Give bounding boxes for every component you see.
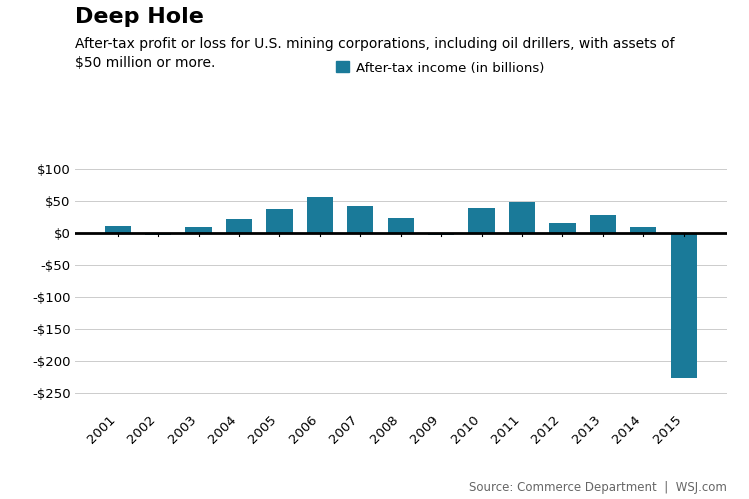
Text: Deep Hole: Deep Hole (75, 7, 204, 27)
Bar (387, 218, 414, 233)
Bar (266, 209, 293, 233)
Bar (226, 219, 252, 233)
Bar (509, 202, 536, 233)
Bar (589, 215, 616, 233)
Bar (145, 233, 172, 235)
Text: After-tax profit or loss for U.S. mining corporations, including oil drillers, w: After-tax profit or loss for U.S. mining… (75, 37, 675, 70)
Bar (468, 208, 495, 233)
Bar (630, 227, 656, 233)
Text: Source: Commerce Department  |  WSJ.com: Source: Commerce Department | WSJ.com (469, 481, 727, 494)
Bar (186, 227, 212, 233)
Legend: After-tax income (in billions): After-tax income (in billions) (336, 61, 544, 74)
Bar (549, 223, 575, 233)
Bar (428, 233, 455, 235)
Bar (347, 206, 374, 233)
Bar (105, 226, 131, 233)
Bar (306, 197, 333, 233)
Bar (670, 233, 697, 378)
